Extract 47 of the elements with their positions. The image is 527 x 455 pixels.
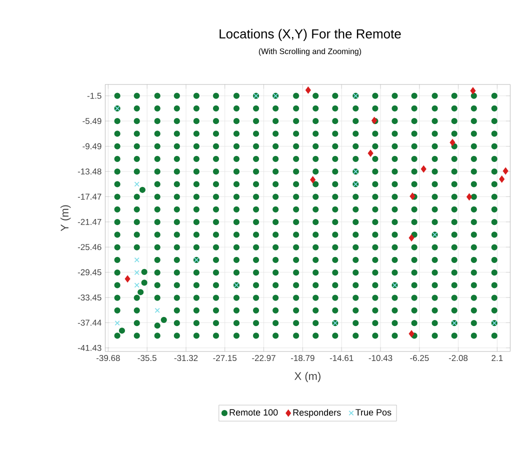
y-tick-label: -29.45 [78,269,102,276]
y-tick-label: -21.47 [78,218,102,225]
legend-label: Responders [293,409,341,418]
x-tick-label: -27.15 [213,355,237,362]
point [450,139,456,146]
y-tick-label: -1.5 [87,92,102,99]
point [134,182,140,187]
point [134,257,140,263]
y-tick-label: -9.49 [82,143,102,150]
point [420,166,426,173]
point [502,168,508,174]
y-tick-label: -17.47 [78,194,102,200]
point [499,176,505,183]
point [368,150,374,157]
x-axis-title: X (m) [294,372,320,382]
y-tick-label: -13.48 [78,168,102,174]
x-tick-label: 2.1 [492,355,503,361]
y-tick-label: -5.49 [82,118,102,124]
point [305,86,311,94]
y-tick-label: -37.44 [78,320,102,326]
point [154,308,160,314]
y-tick-label: -25.46 [78,244,102,250]
legend-label: True Pos [356,409,392,416]
x-tick-label: -22.97 [252,355,276,362]
chart-subtitle: (With Scrolling and Zooming) [258,48,362,56]
point [408,330,414,338]
point [470,87,476,94]
point [408,234,414,242]
point [134,270,140,276]
x-tick-label: -10.43 [368,355,392,362]
point [124,275,130,282]
y-axis-title: Y (m) [60,205,71,232]
point [310,176,316,184]
x-tick-label: -39.68 [96,355,120,362]
x-tick-label: -14.61 [330,355,354,362]
point [134,282,140,288]
point [466,193,472,200]
x-tick-label: -2.08 [448,355,468,362]
y-tick-label: -41.43 [78,344,102,351]
legend-label: Remote 100 [230,409,278,416]
x-tick-label: -31.32 [174,355,198,362]
x-tick-label: -6.25 [410,355,429,362]
x-tick-label: -35.5 [138,355,156,362]
x-tick-label: -18.79 [291,355,314,362]
y-tick-label: -33.45 [78,294,102,301]
point [114,320,120,326]
chart-title: Locations (X,Y) For the Remote [220,28,401,42]
